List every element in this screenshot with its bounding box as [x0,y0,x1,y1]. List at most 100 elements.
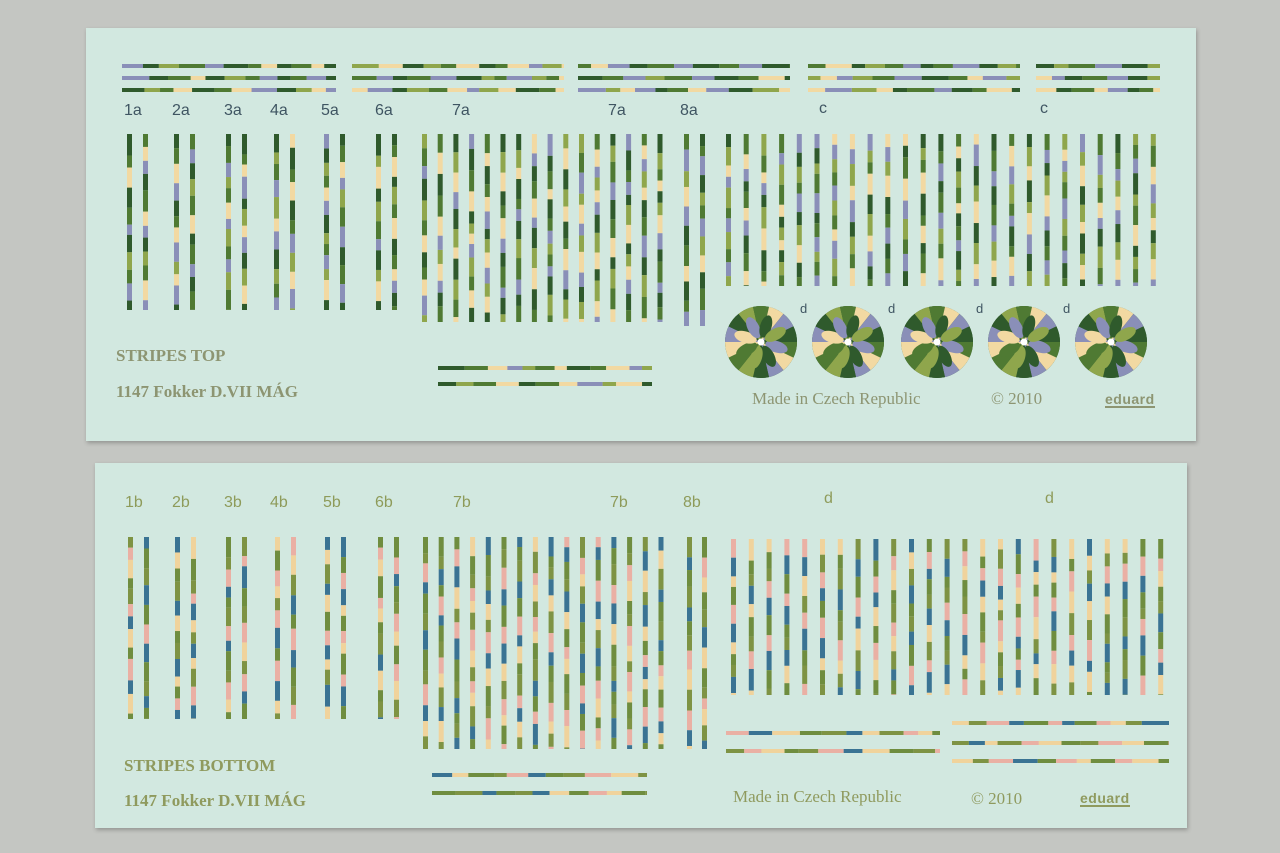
v-stripe-bottom-8b [702,537,707,749]
v-stripe-bottom-7b [580,537,585,749]
h-stripe-bottom [952,741,1169,745]
copyright-text: © 2010 [991,389,1043,408]
h-stripe-top-4-2 [1036,88,1160,92]
v-stripe-bottom [378,537,383,719]
label-1a: 1a [124,102,142,119]
v-stripe-bottom-7b [532,537,538,749]
sheet-subtitle: 1147 Fokker D.VII MÁG [124,791,306,810]
v-stripe-bottom-7b [627,537,633,749]
v-stripe-bottom-d [1087,539,1092,695]
v-stripe-top-c [1062,134,1068,286]
eduard-logo: eduard [1080,790,1130,807]
v-stripe-top-7a [579,134,584,322]
v-stripe-top-c [973,134,979,286]
rosette-label-d: d [1063,301,1071,316]
v-stripe-bottom-d [837,539,843,695]
v-stripe-top [190,134,195,310]
v-stripe-top [376,134,381,310]
v-stripe-top [392,134,397,310]
v-stripe-top-c [867,134,873,286]
rosette-d [1075,306,1147,378]
v-stripe-top [274,134,279,310]
v-stripe-bottom [341,537,346,719]
v-stripe-top [127,134,132,310]
v-stripe-top-c [761,134,767,286]
label-2a: 2a [172,102,190,119]
v-stripe-top-c [938,134,944,286]
eduard-logo: eduard [1105,391,1155,408]
h-stripe-bottom-low [432,773,647,777]
v-stripe-top-c [1133,134,1139,286]
label-7a: 7a [452,102,470,119]
v-stripe-bottom-7b [658,537,664,749]
v-stripe-top [324,134,329,310]
v-stripe-bottom [325,537,330,719]
v-stripe-bottom-d [731,539,736,695]
v-stripe-top [174,134,179,310]
v-stripe-bottom-8b [687,537,692,749]
v-stripe-bottom-d [1104,539,1110,695]
v-stripe-top [143,134,148,310]
label-5a: 5a [321,102,339,119]
v-stripe-top-7a [641,134,647,322]
sheet-title: STRIPES BOTTOM [124,756,276,775]
h-stripe-top-0-1 [122,76,336,80]
v-stripe-bottom-d [820,539,825,695]
label-d-second: d [1045,490,1054,507]
v-stripe-bottom-d [1015,539,1021,695]
decal-sheet-top: 1a 2a 3a 4a 5a 6a 7a 7a 8a c c d d d d S… [86,28,1196,441]
label-6b: 6b [375,494,393,511]
v-stripe-top-c [991,134,997,286]
v-stripe-bottom [291,537,296,719]
v-stripe-top-7a [453,134,459,322]
rosette-d [812,306,884,378]
v-stripe-bottom-7b [423,537,428,749]
v-stripe-top-c [779,134,785,286]
v-stripe-top-7a [469,134,475,322]
v-stripe-bottom-d [873,539,879,695]
h-stripe-bottom [726,731,940,735]
h-stripe-top-low [438,366,652,370]
rosette-d [901,306,973,378]
v-stripe-top-c [743,134,749,286]
v-stripe-top-c [814,134,820,286]
v-stripe-top-7a [484,134,490,322]
v-stripe-bottom [226,537,231,719]
h-stripe-top-low [438,382,652,386]
rosette-label-d: d [888,301,896,316]
sheet-title: STRIPES TOP [116,346,226,365]
v-stripe-bottom [128,537,133,719]
v-stripe-top-c [903,134,908,286]
v-stripe-bottom-d [784,539,790,695]
v-stripe-bottom-7b [642,537,648,749]
v-stripe-bottom [394,537,399,719]
rosette-label-d: d [800,301,808,316]
h-stripe-top-2-0 [578,64,790,68]
stripe-artwork-bottom [128,537,1169,795]
made-in-text: Made in Czech Republic [752,389,921,408]
v-stripe-bottom-d [766,539,772,695]
v-stripe-top [242,134,247,310]
label-8a: 8a [680,102,698,119]
h-stripe-top-4-1 [1036,76,1160,80]
v-stripe-bottom-7b [470,537,476,749]
h-stripe-top-3-0 [808,64,1020,68]
label-2b: 2b [172,494,190,511]
h-stripe-bottom-low [432,791,647,795]
h-stripe-top-1-0 [352,64,564,68]
v-stripe-top-7a [516,134,522,322]
v-stripe-top-7a [594,134,600,322]
h-stripe-bottom [726,749,940,753]
label-7b-second: 7b [610,494,628,511]
v-stripe-top [290,134,295,310]
label-7a-second: 7a [608,102,626,119]
label-d: d [824,490,833,507]
label-c-second: c [1040,100,1048,117]
h-stripe-top-1-2 [352,88,564,92]
v-stripe-bottom-7b [454,537,460,749]
v-stripe-bottom [275,537,280,719]
v-stripe-bottom-d [980,539,986,695]
v-stripe-top-c [885,134,891,286]
v-stripe-bottom-d [855,539,861,695]
v-stripe-top-c [1044,134,1050,286]
